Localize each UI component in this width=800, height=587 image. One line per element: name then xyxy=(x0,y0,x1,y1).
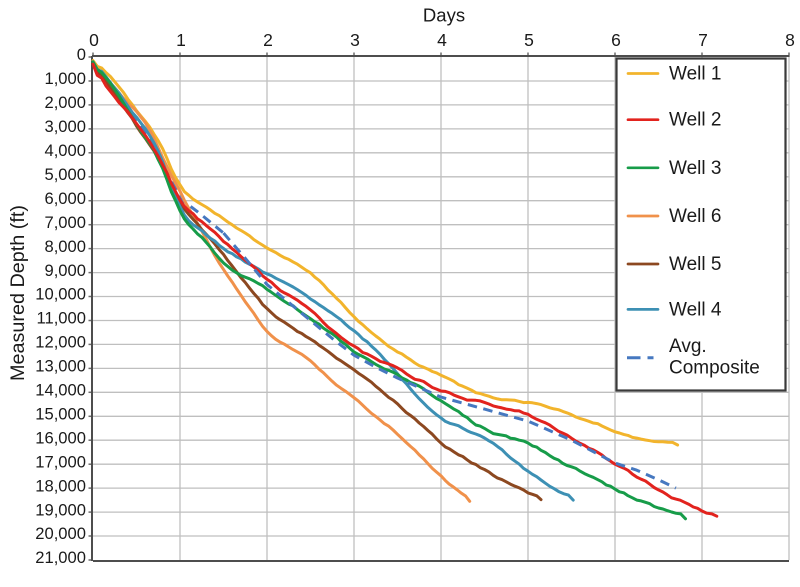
svg-text:11,000: 11,000 xyxy=(36,309,86,328)
svg-text:Composite: Composite xyxy=(669,358,760,379)
svg-text:1: 1 xyxy=(176,30,186,50)
svg-text:2,000: 2,000 xyxy=(44,93,86,112)
svg-text:Well 1: Well 1 xyxy=(669,64,721,85)
svg-text:10,000: 10,000 xyxy=(35,285,86,304)
svg-text:5: 5 xyxy=(524,30,534,50)
svg-text:2: 2 xyxy=(263,30,273,50)
svg-text:8: 8 xyxy=(785,30,795,50)
svg-text:9,000: 9,000 xyxy=(44,261,86,280)
svg-text:Days: Days xyxy=(423,5,465,26)
svg-text:18,000: 18,000 xyxy=(35,476,86,495)
svg-text:20,000: 20,000 xyxy=(35,524,86,543)
svg-text:12,000: 12,000 xyxy=(35,333,86,352)
svg-text:Well 6: Well 6 xyxy=(669,206,721,227)
svg-text:16,000: 16,000 xyxy=(35,428,86,447)
svg-text:0: 0 xyxy=(77,45,86,64)
svg-text:8,000: 8,000 xyxy=(44,237,86,256)
svg-text:17,000: 17,000 xyxy=(35,452,86,471)
svg-text:Avg.: Avg. xyxy=(669,336,707,357)
svg-text:4: 4 xyxy=(437,30,447,50)
svg-text:Measured Depth (ft): Measured Depth (ft) xyxy=(7,205,29,381)
svg-text:13,000: 13,000 xyxy=(35,357,86,376)
svg-text:7: 7 xyxy=(698,30,708,50)
svg-text:6: 6 xyxy=(611,30,621,50)
svg-text:4,000: 4,000 xyxy=(44,141,86,160)
svg-text:6,000: 6,000 xyxy=(44,189,86,208)
svg-text:1,000: 1,000 xyxy=(44,69,86,88)
svg-text:Well 5: Well 5 xyxy=(669,254,721,275)
svg-text:19,000: 19,000 xyxy=(35,500,86,519)
svg-text:0: 0 xyxy=(89,30,99,50)
svg-text:21,000: 21,000 xyxy=(35,548,86,567)
svg-text:Well 4: Well 4 xyxy=(669,299,722,320)
svg-text:14,000: 14,000 xyxy=(35,381,86,400)
svg-text:15,000: 15,000 xyxy=(35,405,86,424)
svg-text:Well 3: Well 3 xyxy=(669,158,721,179)
svg-text:7,000: 7,000 xyxy=(44,213,86,232)
svg-text:5,000: 5,000 xyxy=(44,165,86,184)
svg-text:3: 3 xyxy=(350,30,360,50)
svg-text:3,000: 3,000 xyxy=(44,117,86,136)
svg-text:Well 2: Well 2 xyxy=(669,110,721,131)
